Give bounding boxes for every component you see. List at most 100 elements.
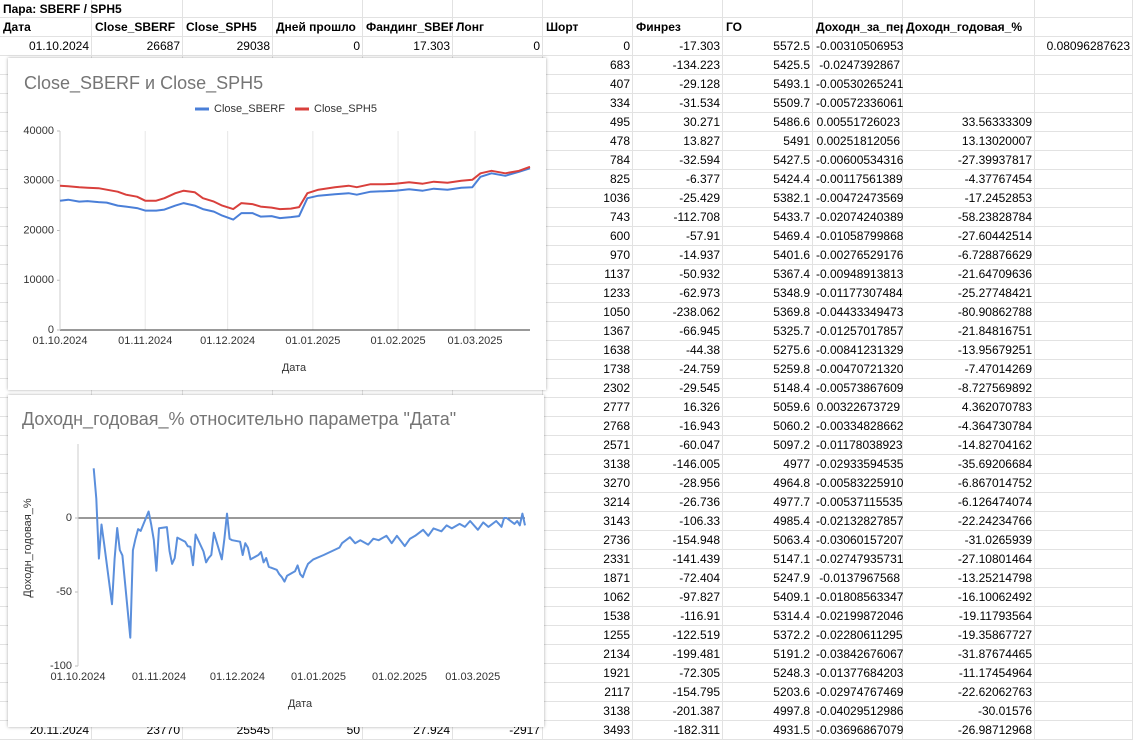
cell — [813, 303, 903, 322]
value-cell: -25.429 — [679, 191, 720, 205]
cell — [723, 208, 813, 227]
value-cell: 2302 — [603, 381, 630, 395]
value-cell: 1921 — [603, 666, 630, 680]
cell — [723, 170, 813, 189]
x-tick-label: 01.01.2025 — [285, 335, 340, 347]
cell — [723, 493, 813, 512]
value-cell: 5491 — [783, 134, 810, 148]
value-cell: 5314.4 — [773, 609, 810, 623]
cell — [723, 0, 813, 18]
value-cell: -27.39937817 — [957, 153, 1032, 167]
value-cell: 4997.8 — [773, 704, 810, 718]
chart-yield[interactable]: Доходн_годовая_% относительно параметра … — [8, 395, 544, 727]
cell — [723, 246, 813, 265]
value-cell: -0.02074240389 — [816, 210, 903, 224]
cell — [273, 0, 363, 18]
value-cell: -0.04433349473 — [816, 305, 903, 319]
value-cell: -0.03696867079 — [816, 723, 903, 737]
value-cell: 683 — [609, 58, 630, 72]
cell — [92, 18, 183, 37]
value-cell: -30.01576 — [977, 704, 1032, 718]
cell — [543, 284, 633, 303]
value-cell: 5247.9 — [773, 571, 810, 585]
value-cell: -29.128 — [679, 77, 720, 91]
cell — [903, 170, 1035, 189]
value-cell: 5433.7 — [773, 210, 810, 224]
cell — [0, 37, 92, 56]
chart-close[interactable]: Close_SBERF и Close_SPH5 01.10.2024 01.11.… — [8, 58, 546, 390]
cell — [1035, 626, 1133, 645]
value-cell: -60.047 — [679, 438, 720, 452]
cell — [813, 284, 903, 303]
cell — [1035, 417, 1133, 436]
value-cell: -22.62062763 — [957, 685, 1032, 699]
cell — [903, 360, 1035, 379]
cell — [903, 569, 1035, 588]
cell — [363, 18, 453, 37]
value-cell: -31.534 — [679, 96, 720, 110]
cell — [723, 18, 813, 37]
cell — [813, 56, 903, 75]
value-cell: 825 — [609, 172, 630, 186]
cell — [1035, 94, 1133, 113]
cell — [723, 341, 813, 360]
cell — [723, 588, 813, 607]
value-cell: -0.00537115535 — [816, 495, 903, 509]
cell — [1035, 75, 1133, 94]
header-cell: ГО — [726, 20, 742, 34]
value-cell: -0.01177307484 — [816, 286, 903, 300]
cell — [723, 664, 813, 683]
cell — [723, 569, 813, 588]
cell — [813, 227, 903, 246]
cell — [273, 18, 363, 37]
value-cell: 5259.8 — [773, 362, 810, 376]
x-tick-label: 01.02.2025 — [371, 335, 426, 347]
cell — [1035, 170, 1133, 189]
x-axis-label: Дата — [282, 362, 307, 374]
value-cell: 0.00251812056 — [816, 134, 900, 148]
cell — [543, 341, 633, 360]
x-tick-label: 01.12.2024 — [210, 671, 265, 683]
cell — [903, 208, 1035, 227]
cell — [543, 683, 633, 702]
value-cell: 1062 — [603, 590, 630, 604]
cell — [723, 303, 813, 322]
value-cell: -4.364730784 — [957, 419, 1032, 433]
value-cell: -27.10801464 — [957, 552, 1032, 566]
cell — [903, 379, 1035, 398]
value-cell: -21.64709636 — [957, 267, 1032, 281]
chart-title: Доходн_годовая_% относительно параметра … — [22, 409, 456, 430]
value-cell: 1367 — [603, 324, 630, 338]
value-cell: 2134 — [603, 647, 630, 661]
cell — [723, 132, 813, 151]
cell — [903, 398, 1035, 417]
cell — [92, 0, 183, 18]
value-cell: -97.827 — [679, 590, 720, 604]
cell — [1035, 512, 1133, 531]
cell — [903, 664, 1035, 683]
cell — [543, 398, 633, 417]
value-cell: -80.90862788 — [957, 305, 1032, 319]
value-cell: -28.956 — [679, 476, 720, 490]
value-cell: -0.00572336061 — [816, 96, 903, 110]
value-cell: 1738 — [603, 362, 630, 376]
x-tick-label: 01.03.2025 — [447, 335, 502, 347]
cell — [723, 626, 813, 645]
value-cell: -72.305 — [679, 666, 720, 680]
value-cell: 26687 — [146, 39, 180, 53]
value-cell: 1137 — [604, 267, 630, 281]
value-cell: -0.00530265241 — [816, 77, 903, 91]
cell — [813, 75, 903, 94]
cell — [1035, 246, 1133, 265]
value-cell: 5325.7 — [773, 324, 810, 338]
cell — [723, 113, 813, 132]
y-tick-label: 0 — [48, 324, 54, 336]
value-cell: 0 — [353, 39, 360, 53]
value-cell: 5060.2 — [773, 419, 810, 433]
cell — [813, 417, 903, 436]
value-cell: -22.24234766 — [957, 514, 1032, 528]
header-cell: Фандинг_SBERF — [366, 20, 453, 34]
cell — [543, 626, 633, 645]
value-cell: -16.943 — [679, 419, 720, 433]
value-cell: -0.02933594535 — [816, 457, 903, 471]
